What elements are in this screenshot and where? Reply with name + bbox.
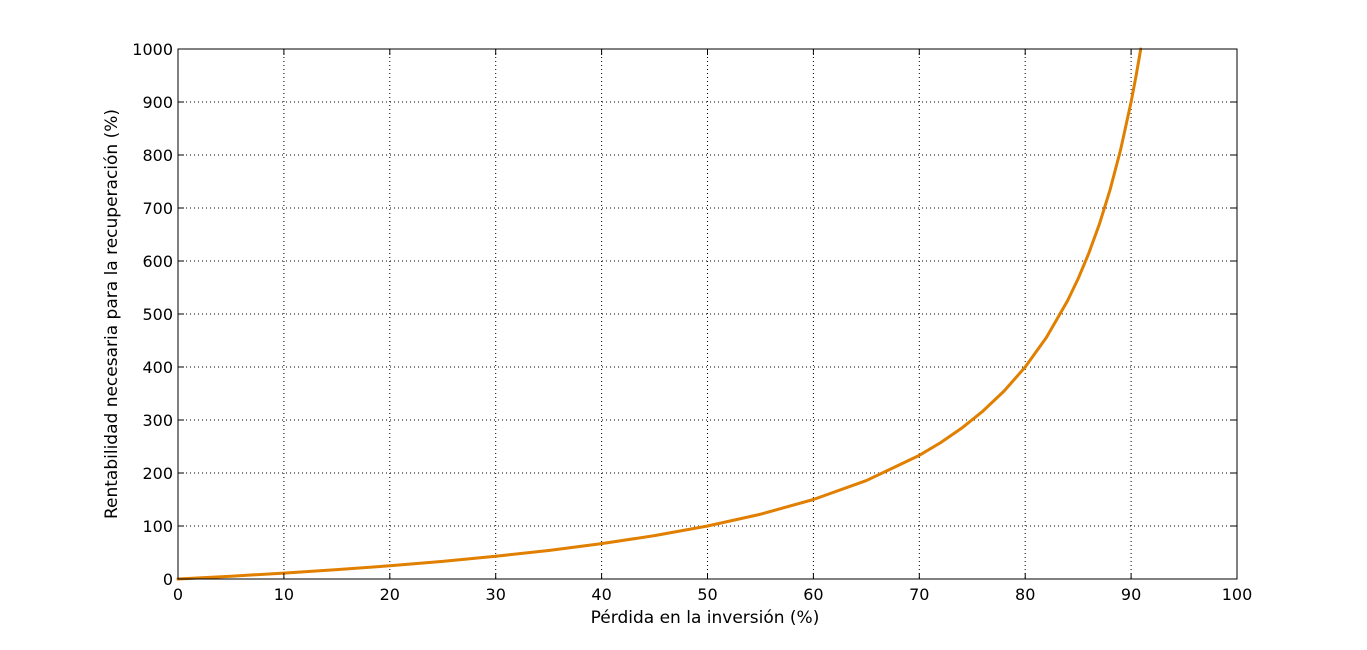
x-tick-label: 70 — [909, 585, 929, 604]
y-tick-label: 400 — [142, 358, 173, 377]
series-layer — [176, 47, 1143, 581]
ticks: 0 10 20 30 40 50 60 70 80 90 100010020030040050060… — [132, 40, 1252, 604]
y-tick-label: 0 — [163, 570, 173, 589]
grid — [178, 49, 1237, 579]
series-line — [176, 47, 1143, 581]
x-tick-label: 20 — [380, 585, 400, 604]
x-tick-label: 40 — [591, 585, 611, 604]
y-tick-label: 800 — [142, 146, 173, 165]
y-tick-label: 600 — [142, 252, 173, 271]
x-tick-label: 100 — [1222, 585, 1253, 604]
y-axis-label: Rentabilidad necesaria para la recuperac… — [102, 109, 122, 519]
y-tick-label: 200 — [142, 464, 173, 483]
x-tick-label: 60 — [803, 585, 823, 604]
x-tick-label: 0 — [173, 585, 183, 604]
x-tick-label: 10 — [274, 585, 294, 604]
y-tick-label: 900 — [142, 93, 173, 112]
x-tick-label: 80 — [1015, 585, 1035, 604]
y-tick-label: 300 — [142, 411, 173, 430]
y-tick-label: 1000 — [132, 40, 173, 59]
y-tick-label: 100 — [142, 517, 173, 536]
x-tick-label: 50 — [697, 585, 717, 604]
x-tick-label: 30 — [486, 585, 506, 604]
x-tick-label: 90 — [1121, 585, 1141, 604]
x-axis-label: Pérdida en la inversión (%) — [591, 608, 820, 628]
y-tick-label: 500 — [142, 305, 173, 324]
y-tick-label: 700 — [142, 199, 173, 218]
